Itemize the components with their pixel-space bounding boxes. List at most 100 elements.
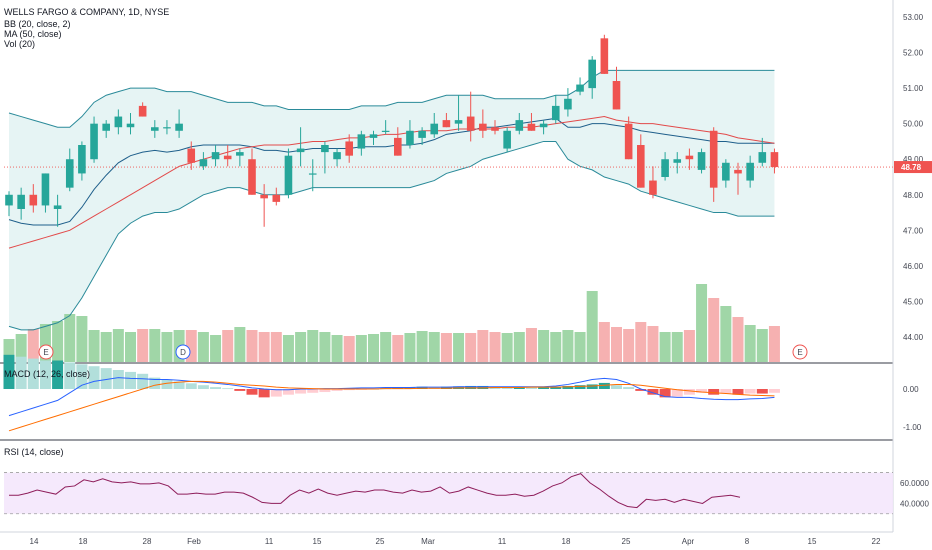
candle-body xyxy=(637,145,645,188)
volume-bar xyxy=(538,330,550,362)
candle-body xyxy=(41,173,50,206)
volume-bar xyxy=(513,332,525,362)
candle-body xyxy=(479,123,487,131)
candle-body xyxy=(29,194,38,206)
macd-histogram-bar xyxy=(319,389,331,393)
macd-histogram-bar xyxy=(659,389,671,398)
macd-histogram-bar xyxy=(137,373,149,389)
macd-histogram-bar xyxy=(720,389,732,394)
volume-bar xyxy=(404,333,416,362)
volume-bar xyxy=(258,332,270,362)
macd-histogram-bar xyxy=(88,366,100,389)
rsi-tick-label: 40.0000 xyxy=(900,499,929,508)
volume-bar xyxy=(477,330,489,362)
macd-histogram-bar xyxy=(222,388,234,390)
macd-histogram-bar xyxy=(197,385,209,389)
event-marker[interactable]: E xyxy=(792,344,808,360)
volume-bar xyxy=(708,298,720,362)
candle-body xyxy=(503,130,511,149)
candle-body xyxy=(661,159,669,177)
date-tick-label: 18 xyxy=(79,537,88,546)
candle-body xyxy=(491,127,499,131)
macd-histogram-bar xyxy=(756,389,768,394)
candle-body xyxy=(576,84,584,92)
event-marker-circle xyxy=(792,344,808,360)
volume-bar xyxy=(3,339,15,362)
macd-tick-label: 0.00 xyxy=(903,385,919,394)
candle-body xyxy=(430,123,439,135)
macd-histogram-bar xyxy=(76,364,88,389)
macd-histogram-bar xyxy=(52,360,64,389)
volume-bar xyxy=(234,327,246,362)
volume-bar xyxy=(428,332,440,362)
date-tick-label: Apr xyxy=(682,537,695,546)
price-tick-label: 45.00 xyxy=(903,297,924,306)
event-marker[interactable]: D xyxy=(175,344,191,360)
candle-body xyxy=(138,105,147,117)
macd-histogram-bar xyxy=(501,387,513,389)
candle-body xyxy=(564,98,572,110)
volume-bar xyxy=(149,329,161,362)
macd-histogram-bar xyxy=(295,389,307,394)
volume-bar xyxy=(659,332,671,362)
volume-bar xyxy=(64,314,76,362)
price-tick-label: 50.00 xyxy=(903,120,924,129)
candle-body xyxy=(588,59,596,89)
candle-body xyxy=(345,141,353,156)
volume-bar xyxy=(246,330,258,362)
price-tick-label: 53.00 xyxy=(903,13,924,22)
volume-bar xyxy=(161,332,173,362)
candle-body xyxy=(248,159,256,195)
macd-histogram-bar xyxy=(343,389,355,391)
volume-bar xyxy=(635,322,647,362)
candle-body xyxy=(734,169,742,174)
macd-histogram-bar xyxy=(3,354,15,389)
date-tick-label: 11 xyxy=(498,537,507,546)
volume-bar xyxy=(270,332,282,362)
macd-histogram-bar xyxy=(112,370,124,389)
rsi-pane-label: RSI (14, close) xyxy=(4,447,64,457)
candle-body xyxy=(236,152,244,156)
volume-bar xyxy=(562,330,574,362)
bollinger-lower-line xyxy=(8,140,775,331)
event-marker[interactable]: E xyxy=(38,344,54,360)
candle-body xyxy=(211,152,220,160)
volume-bar xyxy=(331,335,343,362)
macd-histogram-bar xyxy=(683,389,695,395)
candle-body xyxy=(357,134,366,149)
bollinger-upper-line xyxy=(8,69,775,128)
macd-histogram-bar xyxy=(210,387,222,389)
candle-body xyxy=(126,123,135,128)
macd-histogram-bar xyxy=(768,389,780,393)
candle-body xyxy=(600,38,609,74)
candle-body xyxy=(369,134,378,138)
volume-bar xyxy=(683,330,695,362)
candle-body xyxy=(758,152,767,163)
macd-histogram-bar xyxy=(125,371,136,389)
volume-bar xyxy=(720,306,732,362)
candle-body xyxy=(770,152,779,168)
macd-histogram-bar xyxy=(623,387,635,389)
volume-bar xyxy=(489,332,501,362)
macd-histogram-bar xyxy=(550,386,562,389)
volume-bar xyxy=(453,333,465,362)
volume-bar xyxy=(416,331,428,362)
volume-bar xyxy=(125,332,136,362)
volume-bar xyxy=(39,324,51,362)
volume-bar xyxy=(671,332,683,362)
candle-body xyxy=(223,155,232,160)
ma50-line xyxy=(8,116,775,249)
volume-bar xyxy=(732,317,744,362)
volume-bar xyxy=(756,329,768,362)
macd-histogram-bar xyxy=(173,381,185,389)
volume-bar xyxy=(380,332,392,362)
macd-histogram-bar xyxy=(525,387,537,389)
date-tick-label: 25 xyxy=(622,537,631,546)
macd-histogram-bar xyxy=(331,389,343,391)
macd-histogram-bar xyxy=(586,384,598,389)
volume-bar xyxy=(112,329,124,362)
macd-histogram-bar xyxy=(744,389,756,394)
volume-bar xyxy=(392,335,404,362)
volume-bar xyxy=(696,284,708,362)
